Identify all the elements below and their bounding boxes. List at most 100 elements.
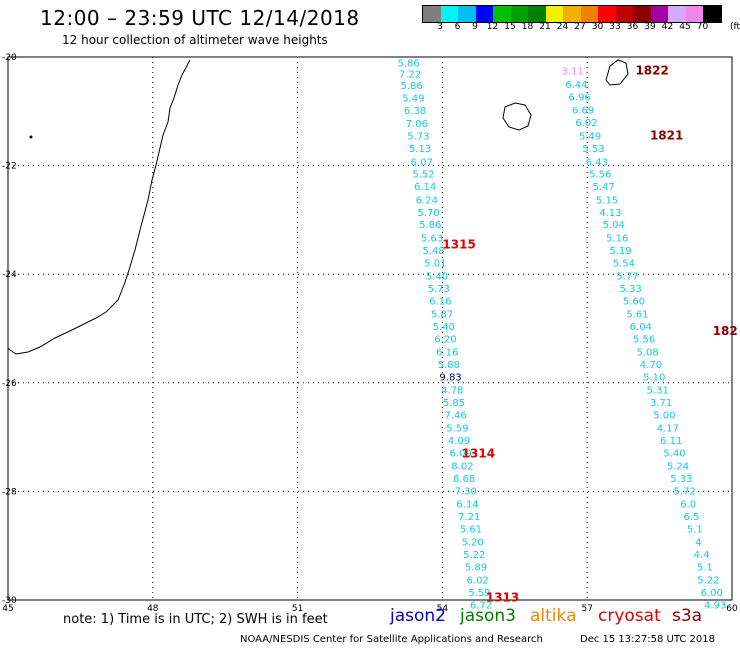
colorbar-tick-label: 36 <box>626 22 639 32</box>
wave-height-value: 5.56 <box>589 170 611 181</box>
y-tick-label: -20 <box>2 53 17 63</box>
colorbar-swatch <box>650 6 668 22</box>
colorbar-swatch <box>545 6 563 22</box>
colorbar-swatch <box>598 6 616 22</box>
legend-cryosat: cryosat <box>598 606 661 626</box>
page-subtitle: 12 hour collection of altimeter wave hei… <box>62 33 328 47</box>
colorbar-swatch <box>685 6 703 22</box>
wave-height-value: 5.33 <box>620 284 642 295</box>
colorbar-tick-label: 6 <box>454 22 461 32</box>
colorbar-swatch <box>703 6 721 22</box>
legend-s3a: s3a <box>672 606 703 626</box>
y-tick-label: -24 <box>2 270 17 280</box>
colorbar-swatch <box>493 6 511 22</box>
wave-height-value: 8.02 <box>451 461 473 472</box>
wave-height-value: 5.89 <box>465 562 487 573</box>
wave-height-value: 5.10 <box>643 372 665 383</box>
wave-height-value: 4.78 <box>441 385 463 396</box>
colorbar-tick-label: 45 <box>679 22 691 32</box>
wave-height-value: 4.4 <box>694 550 710 561</box>
wave-height-value: 5.22 <box>463 550 485 561</box>
y-tick-label: -26 <box>2 379 17 389</box>
wave-height-value: 5.49 <box>579 132 601 143</box>
wave-height-value: 5.24 <box>667 461 689 472</box>
wave-height-value: 5.72 <box>674 486 696 497</box>
wave-height-value: 6.96 <box>569 93 591 104</box>
wave-height-value: 6.24 <box>416 195 438 206</box>
y-tick-label: -28 <box>2 487 17 497</box>
colorbar <box>422 5 722 23</box>
colorbar-swatch <box>510 6 528 22</box>
wave-height-value: 6.04 <box>630 322 652 333</box>
colorbar-tick-label: 70 <box>696 22 709 32</box>
wave-height-value: 6.14 <box>456 499 478 510</box>
wave-height-value: 6.02 <box>575 118 597 129</box>
wave-height-value: 6.11 <box>660 436 682 447</box>
wave-height-value: 5.08 <box>636 347 658 358</box>
wave-height-value: 5.47 <box>592 182 614 193</box>
coastline <box>7 59 191 355</box>
colorbar-tick-label: 15 <box>504 22 516 32</box>
pass-label: 1314 <box>462 446 495 460</box>
island-mauritius <box>605 59 629 86</box>
wave-height-value: 5.22 <box>697 575 719 586</box>
wave-height-value: 5.19 <box>609 246 631 257</box>
colorbar-tick-label: 33 <box>609 22 621 32</box>
wave-height-value: 5.70 <box>417 208 439 219</box>
wave-height-value: 5.61 <box>460 524 482 535</box>
x-tick-label: 57 <box>581 604 592 614</box>
colorbar-tick-label: 9 <box>472 22 478 32</box>
wave-height-value: 5.86 <box>397 58 419 69</box>
page-title: 12:00 – 23:59 UTC 12/14/2018 <box>40 6 360 30</box>
pass-label: 1313 <box>486 590 519 604</box>
footer-timestamp: Dec 15 13:27:58 UTC 2018 <box>580 634 715 645</box>
wave-height-value: 7.30 <box>455 486 477 497</box>
wave-height-value: 5.86 <box>401 81 423 92</box>
wave-height-value: 9.83 <box>439 372 461 383</box>
wave-height-value: 5.49 <box>402 94 424 105</box>
x-tick-label: 54 <box>437 604 449 614</box>
pass-label: 1315 <box>442 237 475 251</box>
wave-height-value: 5.85 <box>443 398 465 409</box>
wave-height-value: 6.16 <box>429 296 451 307</box>
colorbar-swatch <box>475 6 493 22</box>
wave-height-value: 8.68 <box>453 474 475 485</box>
wave-height-value: 6.16 <box>436 347 458 358</box>
legend-altika: altika <box>530 606 577 626</box>
wave-height-value: 5.31 <box>647 385 669 396</box>
colorbar-swatch <box>440 6 458 22</box>
colorbar-swatch <box>528 6 546 22</box>
colorbar-unit: (ft) <box>730 22 740 32</box>
footer-credit: NOAA/NESDIS Center for Satellite Applica… <box>240 634 543 645</box>
wave-height-value: 5.63 <box>421 233 443 244</box>
wave-height-value: 6.09 <box>450 448 472 459</box>
wave-height-value: 5.48 <box>423 246 445 257</box>
wave-height-value: 5.59 <box>468 588 490 599</box>
wave-height-value: 5.61 <box>626 309 648 320</box>
colorbar-tick-label: 30 <box>591 22 604 32</box>
wave-height-value: 3.71 <box>650 398 672 409</box>
island-reunion <box>502 102 532 131</box>
wave-height-value: 5.60 <box>623 296 645 307</box>
wave-height-value: 5.40 <box>426 271 448 282</box>
wave-height-value: 5.04 <box>603 220 625 231</box>
colorbar-tick-label: 42 <box>661 22 674 32</box>
wave-height-value: 4.09 <box>448 436 470 447</box>
y-tick-label: -22 <box>2 162 17 172</box>
wave-height-value: 5.13 <box>409 144 431 155</box>
colorbar-tick-label: 39 <box>644 22 656 32</box>
x-tick-label: 45 <box>2 604 13 614</box>
wave-height-value: 7.06 <box>406 119 428 130</box>
wave-height-value: 5.52 <box>412 170 434 181</box>
wave-height-value: 5.53 <box>582 144 604 155</box>
wave-height-value: 5.73 <box>407 132 429 143</box>
wave-height-value: 6.20 <box>434 334 456 345</box>
pass-label: 182 <box>713 324 738 338</box>
wave-height-value: 5.33 <box>670 474 692 485</box>
wave-height-value: 5.54 <box>613 258 635 269</box>
x-tick-label: 48 <box>147 604 159 614</box>
colorbar-tick-label: 27 <box>574 22 586 32</box>
islet <box>29 135 33 139</box>
wave-height-value: 6.14 <box>414 182 436 193</box>
